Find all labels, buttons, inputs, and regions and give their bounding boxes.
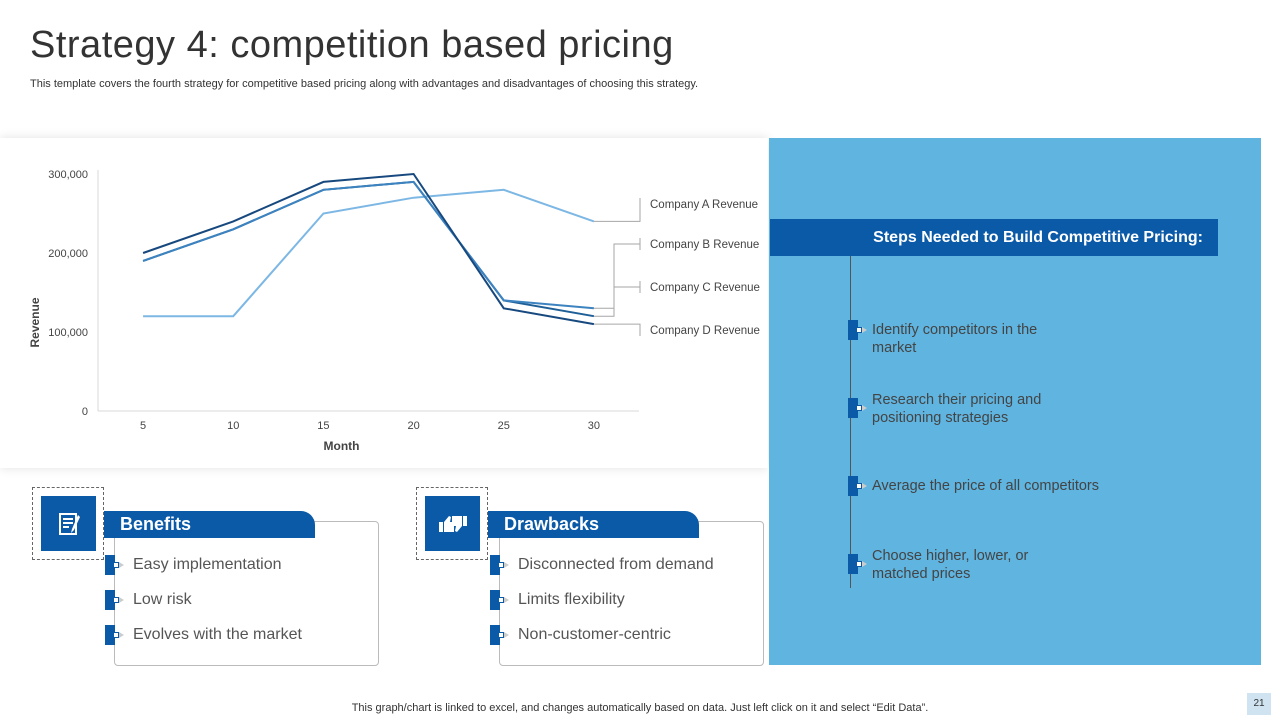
legend-leader-line [593, 204, 641, 222]
list-item: Limits flexibility [490, 590, 760, 610]
page-subtitle: This template covers the fourth strategy… [30, 78, 699, 90]
bullet-marker [490, 590, 509, 610]
page-number: 21 [1247, 693, 1271, 715]
checklist-icon [41, 496, 96, 551]
step-text: Average the price of all competitors [872, 478, 1100, 494]
step-marker [848, 554, 867, 574]
legend-label: Company C Revenue [650, 282, 760, 294]
list-item: Disconnected from demand [490, 555, 760, 575]
drawback-text: Disconnected from demand [518, 556, 714, 573]
revenue-line-chart: 0 100,000 200,000 300,000 5 10 15 20 25 30 Month Re… [28, 169, 760, 453]
thumbs-up-down-icon [425, 496, 480, 551]
benefits-tab: Benefits [96, 511, 315, 538]
list-item: Easy implementation [105, 555, 375, 575]
list-item: Non-customer-centric [490, 625, 760, 645]
drawbacks-tab: Drawbacks [480, 511, 699, 538]
steps-header: Steps Needed to Build Competitive Pricin… [770, 219, 1218, 256]
step-marker [848, 320, 867, 340]
benefits-icon-frame [32, 487, 104, 560]
footer-note: This graph/chart is linked to excel, and… [351, 702, 929, 714]
drawbacks-card [499, 521, 764, 666]
step-marker [848, 476, 867, 496]
x-tick-label: 10 [227, 420, 239, 432]
y-tick-label: 300,000 [48, 169, 88, 181]
legend-leader-line [593, 323, 641, 330]
x-tick-label: 30 [588, 420, 600, 432]
y-tick-label: 200,000 [48, 248, 88, 260]
x-tick-label: 25 [498, 420, 510, 432]
legend-label: Company D Revenue [650, 325, 760, 337]
drawback-text: Limits flexibility [518, 591, 625, 608]
step-marker [848, 398, 867, 418]
bullet-marker [105, 590, 124, 610]
series-line [142, 180, 595, 310]
series-line [143, 188, 595, 318]
x-tick-label: 5 [140, 420, 146, 432]
drawback-text: Non-customer-centric [518, 626, 671, 643]
series-line [142, 172, 595, 326]
benefit-text: Low risk [133, 591, 192, 608]
y-tick-label: 100,000 [48, 327, 88, 339]
bullet-marker [105, 625, 124, 645]
benefit-text: Evolves with the market [133, 626, 302, 643]
benefits-card [114, 521, 379, 666]
series-line [142, 180, 595, 318]
drawbacks-icon-frame [416, 487, 488, 560]
y-axis-label: Revenue [28, 297, 42, 347]
y-tick-label: 0 [82, 406, 88, 418]
list-item: Low risk [105, 590, 375, 610]
step-text: Identify competitors in the market [872, 322, 1038, 356]
legend-label: Company A Revenue [650, 199, 758, 211]
benefit-text: Easy implementation [133, 556, 282, 573]
bullet-marker [490, 625, 509, 645]
list-item: Evolves with the market [105, 625, 375, 645]
x-axis-label: Month [324, 439, 360, 453]
bullet-marker [105, 555, 124, 575]
page-title: Strategy 4: competition based pricing [30, 24, 674, 66]
legend-label: Company B Revenue [650, 239, 759, 251]
chart-panel: 0 100,000 200,000 300,000 5 10 15 20 25 30 Month Re… [0, 138, 768, 468]
step-text: Research their pricing and positioning s… [872, 392, 1042, 426]
steps-timeline [850, 256, 851, 588]
x-tick-label: 20 [407, 420, 419, 432]
legend-leader-line [593, 243, 640, 317]
legend-leader-line [593, 286, 640, 309]
x-tick-label: 15 [317, 420, 329, 432]
bullet-marker [490, 555, 509, 575]
step-text: Choose higher, lower, or matched prices [872, 548, 1029, 582]
